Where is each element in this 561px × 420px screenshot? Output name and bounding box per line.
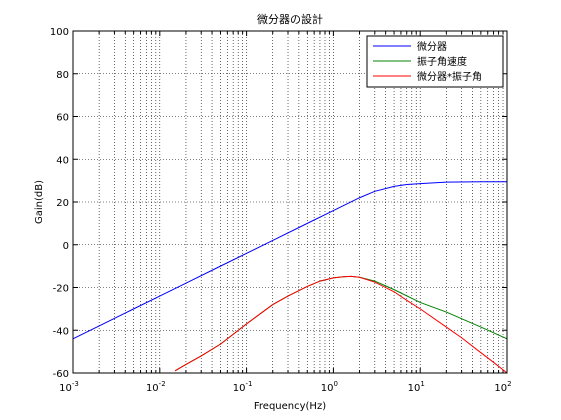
y-tick-label: 20 <box>56 198 69 209</box>
x-tick-label: 10-1 <box>233 380 253 394</box>
series-line-3 <box>174 275 507 373</box>
chart-title: 微分器の設計 <box>257 12 323 26</box>
series-lines <box>73 181 507 373</box>
x-tick-label: 102 <box>494 380 511 394</box>
x-tick-label: 100 <box>321 380 338 394</box>
y-tick-label: -60 <box>53 369 69 380</box>
axes-frame <box>72 30 508 374</box>
y-tick-label: 60 <box>56 113 69 124</box>
y-tick-label: 40 <box>56 155 69 166</box>
legend-entry: 微分器*振子角 <box>417 70 482 83</box>
legend-entry: 振子角速度 <box>417 55 467 68</box>
y-axis-label: Gain(dB) <box>34 180 45 224</box>
y-tick-label: 0 <box>63 241 69 252</box>
grid <box>73 31 507 373</box>
x-tick-label: 101 <box>408 380 425 394</box>
x-tick-label: 10-2 <box>146 380 166 394</box>
y-tick-label: -40 <box>53 326 69 337</box>
x-tick-label: 10-3 <box>59 380 79 394</box>
y-tick-label: 100 <box>50 27 69 38</box>
x-axis-label: Frequency(Hz) <box>254 401 326 412</box>
y-tick-label: -20 <box>53 284 69 295</box>
legend-entry: 微分器 <box>417 40 447 53</box>
series-line-1 <box>73 181 507 340</box>
y-tick-label: 80 <box>56 70 69 81</box>
